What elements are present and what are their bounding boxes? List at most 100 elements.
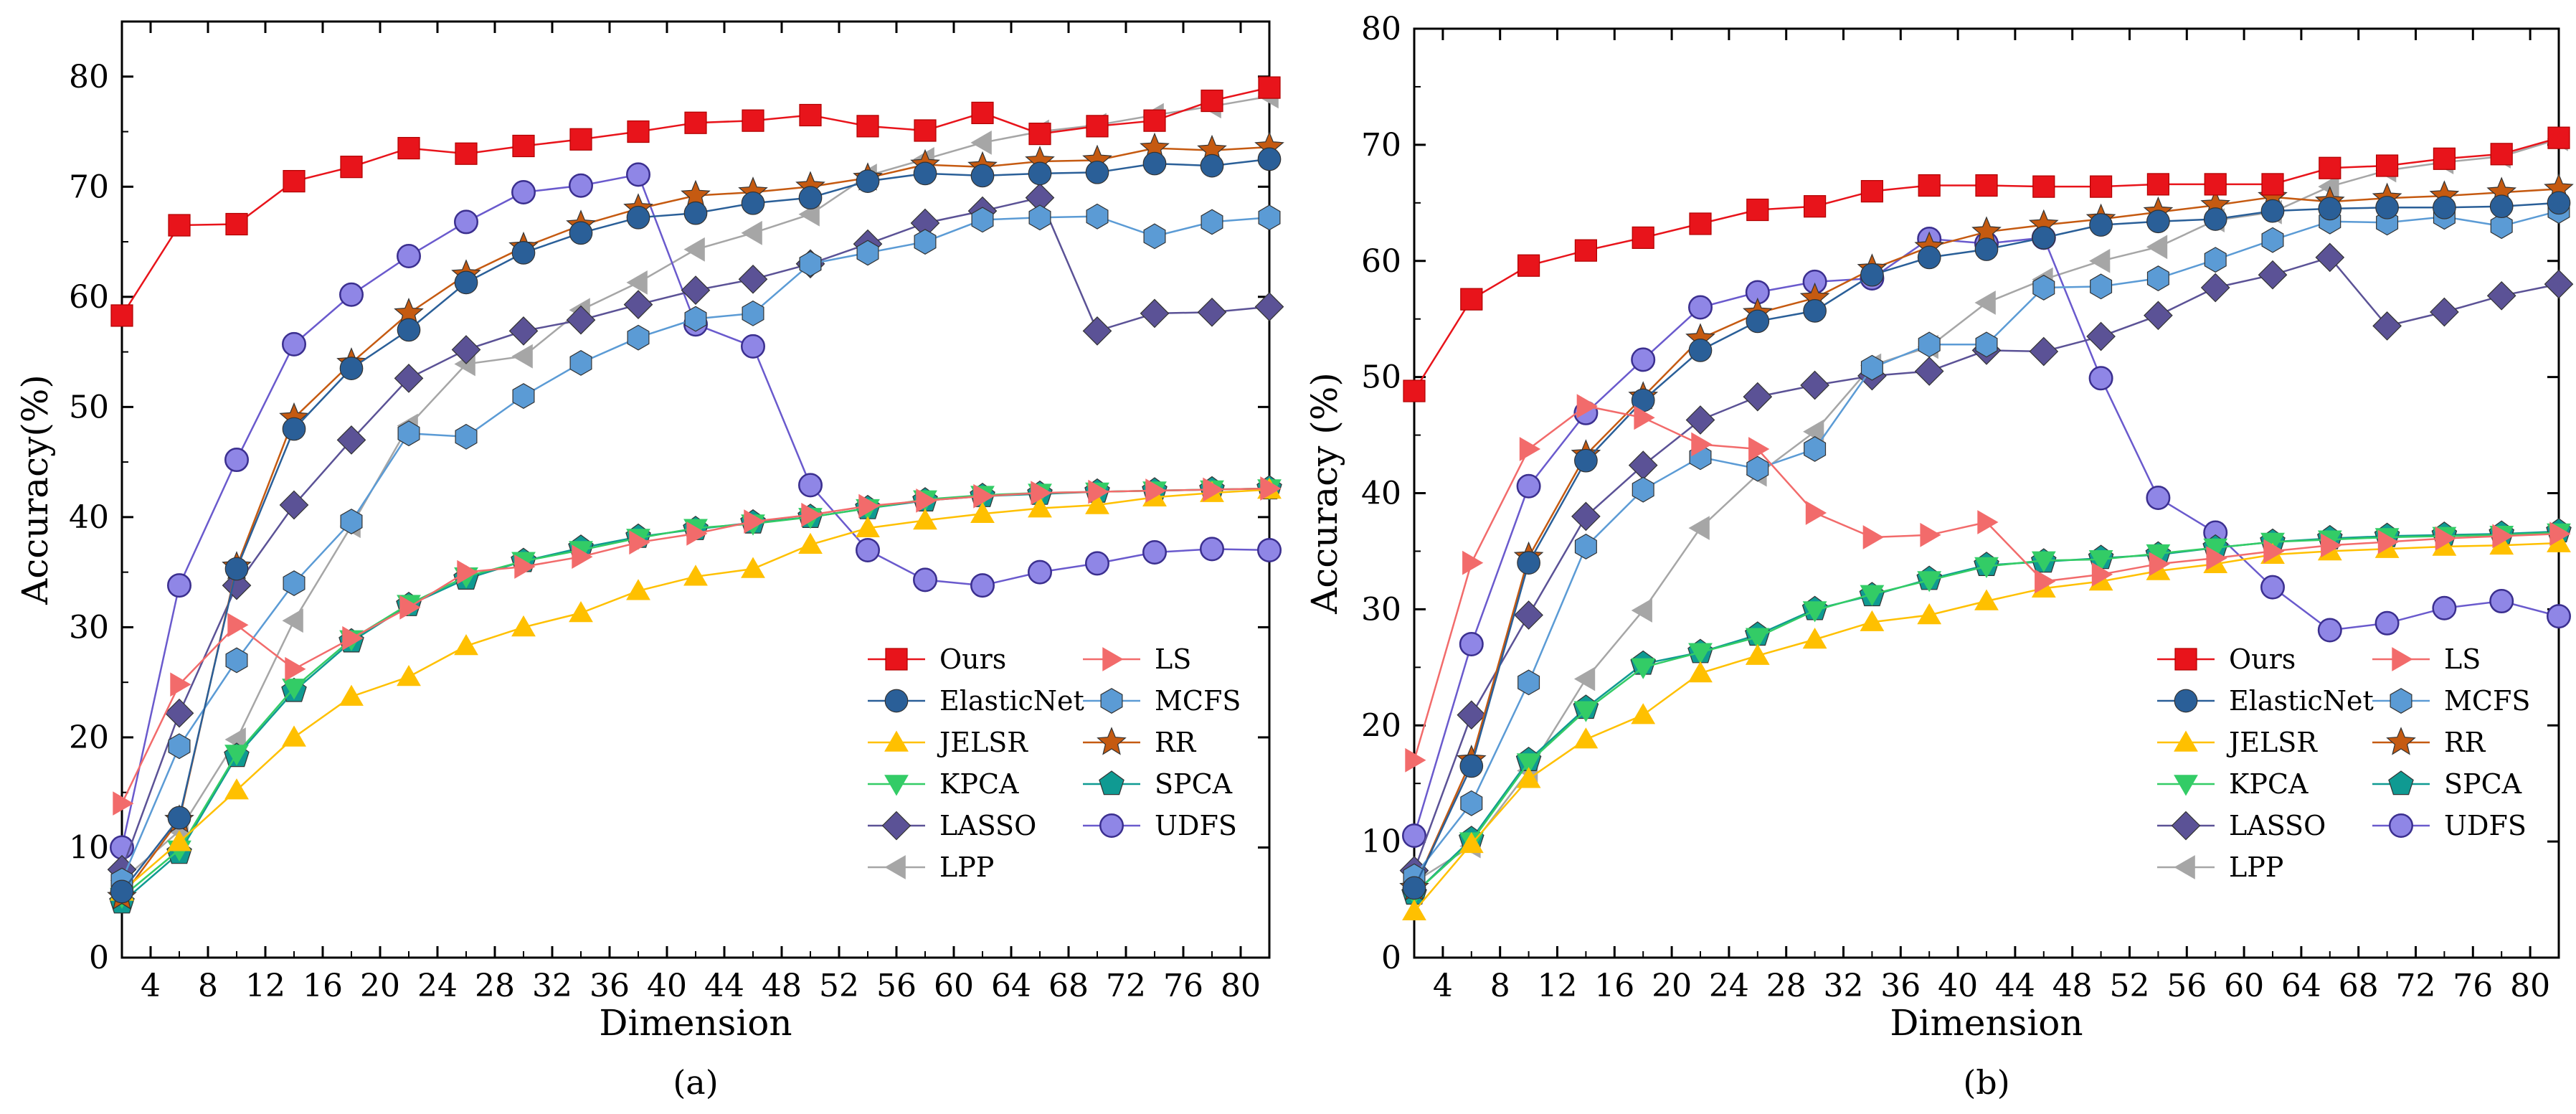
data-point-udfs bbox=[2489, 589, 2514, 614]
legend-label: MCFS bbox=[2444, 685, 2530, 717]
data-point-ours bbox=[1860, 180, 1883, 203]
data-point-ours bbox=[168, 214, 191, 237]
legend: Ours LS ElasticNet MCFS JELSR RR KPCA SPCA LASSO… bbox=[2157, 643, 2530, 883]
data-point-mcfs bbox=[2032, 275, 2055, 301]
data-point-ours bbox=[856, 115, 879, 138]
data-point-ls bbox=[1862, 525, 1884, 549]
legend-marker-lasso bbox=[2171, 811, 2201, 841]
data-point-ours bbox=[742, 109, 764, 132]
legend-label: ElasticNet bbox=[2229, 685, 2374, 717]
data-point-udfs bbox=[1028, 560, 1052, 585]
data-point-elasticnet bbox=[1402, 876, 1426, 900]
data-point-ls bbox=[629, 530, 650, 555]
legend-label: UDFS bbox=[2444, 810, 2527, 841]
data-point-elasticnet bbox=[1459, 754, 1484, 778]
y-tick-label: 10 bbox=[1361, 823, 1401, 860]
legend-item-udfs: UDFS bbox=[2372, 810, 2527, 841]
data-point-lasso bbox=[2029, 336, 2059, 367]
data-point-ls bbox=[2321, 533, 2342, 558]
data-point-ours bbox=[1403, 379, 1426, 402]
legend-marker-ls bbox=[2392, 647, 2413, 671]
data-point-ls bbox=[1576, 394, 1598, 418]
legend-label: UDFS bbox=[1155, 810, 1237, 841]
data-point-udfs bbox=[511, 179, 536, 204]
data-point-jelsr bbox=[1802, 628, 1827, 649]
legend-item-ours: Ours bbox=[2157, 643, 2296, 675]
data-point-kpca bbox=[1688, 643, 1713, 664]
data-point-lasso bbox=[1914, 357, 1944, 386]
legend-label: SPCA bbox=[1155, 768, 1233, 800]
data-point-ours bbox=[2146, 173, 2169, 196]
data-point-ls bbox=[285, 656, 306, 681]
x-axis-title: Dimension bbox=[1890, 1002, 2083, 1044]
data-point-lasso bbox=[164, 698, 194, 728]
data-point-jelsr bbox=[1974, 589, 1999, 610]
data-point-lasso bbox=[2144, 301, 2173, 331]
data-point-ls bbox=[916, 488, 937, 513]
data-point-ls bbox=[2149, 552, 2170, 577]
series-elasticnet bbox=[1402, 191, 2571, 900]
legend-item-spca: SPCA bbox=[2372, 768, 2522, 800]
data-point-ls bbox=[2263, 539, 2285, 564]
legend-marker-jelsr bbox=[884, 730, 909, 752]
data-point-elasticnet bbox=[970, 164, 995, 188]
data-point-elasticnet bbox=[1917, 245, 1941, 270]
legend-item-ours: Ours bbox=[868, 643, 1006, 675]
x-tick-label: 68 bbox=[1048, 968, 1089, 1004]
series-elasticnet bbox=[110, 147, 1282, 904]
legend-item-udfs: UDFS bbox=[1083, 810, 1237, 841]
legend-item-mcfs: MCFS bbox=[1083, 685, 1241, 717]
legend-label: MCFS bbox=[1155, 685, 1241, 717]
legend-marker-rr bbox=[1097, 727, 1127, 755]
series-ls bbox=[113, 476, 1282, 816]
data-point-mcfs bbox=[225, 647, 248, 674]
data-point-ours bbox=[397, 136, 420, 160]
data-point-udfs bbox=[1257, 537, 1282, 562]
data-point-jelsr bbox=[2547, 531, 2571, 552]
data-point-ours bbox=[1975, 174, 1998, 197]
data-point-kpca bbox=[1802, 601, 1827, 623]
x-tick-label: 44 bbox=[1995, 968, 2035, 1004]
data-point-jelsr bbox=[798, 532, 823, 554]
x-tick-label: 52 bbox=[819, 968, 859, 1004]
data-point-ours bbox=[1746, 198, 1769, 222]
data-point-lpp bbox=[1803, 419, 1824, 444]
x-tick-label: 24 bbox=[1709, 968, 1749, 1004]
data-point-ours bbox=[1201, 89, 1223, 113]
legend-label: Ours bbox=[939, 643, 1006, 675]
data-point-ours bbox=[1517, 254, 1540, 277]
data-point-lasso bbox=[2544, 269, 2574, 299]
data-point-elasticnet bbox=[626, 205, 650, 230]
data-point-jelsr bbox=[1631, 703, 1656, 724]
x-tick-label: 4 bbox=[1433, 968, 1453, 1004]
data-point-mcfs bbox=[1632, 476, 1654, 503]
data-point-mcfs bbox=[856, 240, 879, 266]
data-point-udfs bbox=[1631, 347, 1656, 372]
series-layer bbox=[107, 76, 1284, 914]
y-tick-label: 0 bbox=[1381, 940, 1401, 976]
data-point-ours bbox=[1632, 226, 1654, 249]
data-point-lasso bbox=[1082, 316, 1112, 346]
data-point-kpca bbox=[1573, 701, 1599, 722]
data-point-elasticnet bbox=[2375, 195, 2399, 220]
data-point-lasso bbox=[738, 264, 768, 294]
data-point-lasso bbox=[1571, 501, 1601, 532]
data-point-jelsr bbox=[741, 557, 765, 578]
data-point-elasticnet bbox=[224, 557, 249, 581]
x-tick-label: 28 bbox=[475, 968, 515, 1004]
legend-item-kpca: KPCA bbox=[868, 768, 1019, 800]
data-point-elasticnet bbox=[798, 186, 823, 209]
data-point-ours bbox=[1086, 115, 1109, 138]
x-tick-label: 72 bbox=[2396, 968, 2436, 1004]
data-point-ls bbox=[2206, 546, 2227, 570]
legend-label: LS bbox=[1155, 643, 1191, 675]
data-point-kpca bbox=[2031, 551, 2056, 572]
data-point-mcfs bbox=[1975, 331, 1998, 358]
data-point-lasso bbox=[2315, 242, 2345, 273]
data-point-ls bbox=[1088, 479, 1109, 504]
y-axis-title: Accuracy(%) bbox=[14, 374, 56, 605]
x-tick-label: 28 bbox=[1766, 968, 1806, 1004]
legend-label: ElasticNet bbox=[939, 685, 1084, 717]
legend-label: LASSO bbox=[939, 810, 1036, 841]
data-point-jelsr bbox=[569, 601, 593, 623]
